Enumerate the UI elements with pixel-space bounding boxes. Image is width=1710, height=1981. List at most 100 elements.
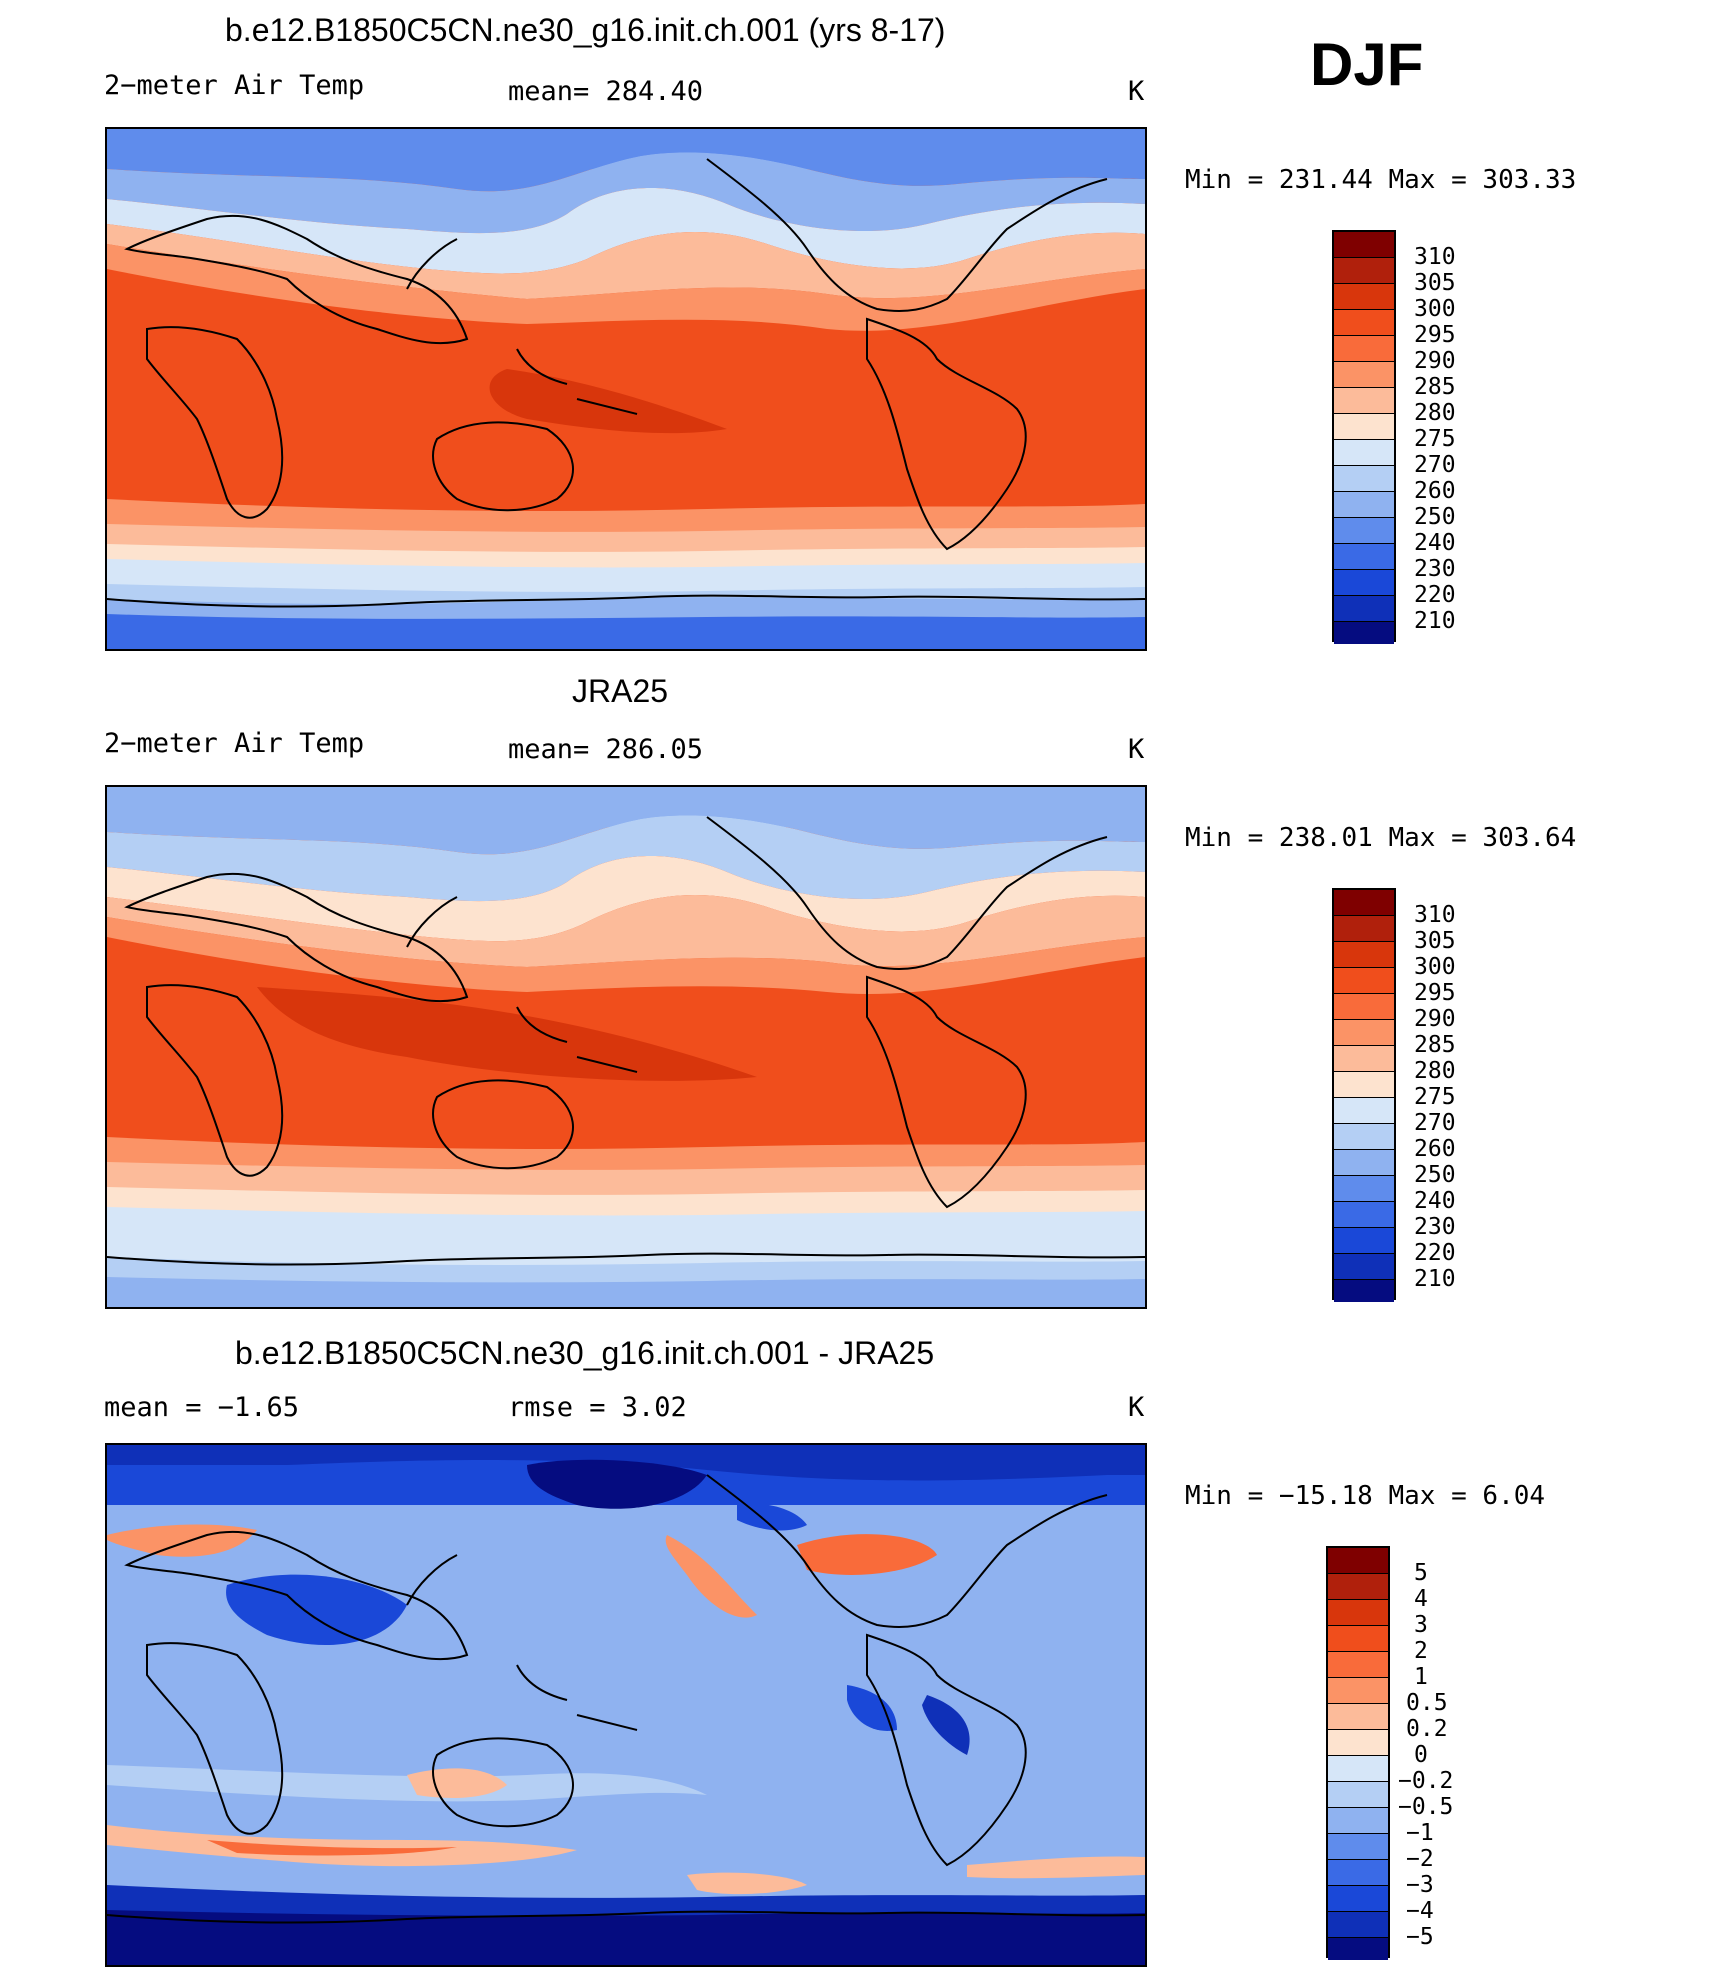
panel3-rmse-label: rmse = 3.02 xyxy=(508,1392,687,1423)
panel2-colorbar-swatch xyxy=(1334,890,1394,916)
panel1-colorbar-swatch xyxy=(1334,622,1394,644)
panel3-colorbar-swatch xyxy=(1328,1626,1388,1652)
panel1-tick-label: 230 xyxy=(1414,556,1456,582)
panel3-tick-label: 2 xyxy=(1414,1638,1428,1664)
panel1-tick-label: 290 xyxy=(1414,348,1456,374)
panel2-tick-label: 250 xyxy=(1414,1162,1456,1188)
panel3-tick-label: −0.5 xyxy=(1398,1794,1454,1820)
panel2-minmax: Min = 238.01 Max = 303.64 xyxy=(1185,823,1577,853)
panel2-tick-label: 270 xyxy=(1414,1110,1456,1136)
panel3-map xyxy=(105,1443,1147,1967)
panel1-tick-label: 275 xyxy=(1414,426,1456,452)
panel3-tick-label: −0.2 xyxy=(1398,1768,1454,1794)
panel2-tick-label: 240 xyxy=(1414,1188,1456,1214)
panel1-tick-label: 210 xyxy=(1414,608,1456,634)
panel3-colorbar-swatch xyxy=(1328,1912,1388,1938)
panel3-colorbar-swatch xyxy=(1328,1782,1388,1808)
panel2-colorbar xyxy=(1332,888,1396,1302)
panel1-tick-label: 285 xyxy=(1414,374,1456,400)
panel3-colorbar-swatch xyxy=(1328,1756,1388,1782)
panel1-tick-label: 270 xyxy=(1414,452,1456,478)
panel3-colorbar-swatch xyxy=(1328,1600,1388,1626)
panel2-colorbar-swatch xyxy=(1334,1202,1394,1228)
panel3-colorbar-swatch xyxy=(1328,1678,1388,1704)
panel3-tick-label: −3 xyxy=(1406,1872,1434,1898)
panel2-tick-label: 285 xyxy=(1414,1032,1456,1058)
panel2-tick-label: 310 xyxy=(1414,902,1456,928)
panel1-colorbar xyxy=(1332,230,1396,644)
panel1-tick-label: 300 xyxy=(1414,296,1456,322)
panel2-colorbar-swatch xyxy=(1334,1072,1394,1098)
panel3-minmax: Min = −15.18 Max = 6.04 xyxy=(1185,1481,1546,1511)
panel1-colorbar-swatch xyxy=(1334,362,1394,388)
panel2-tick-label: 210 xyxy=(1414,1266,1456,1292)
panel1-title: b.e12.B1850C5CN.ne30_g16.init.ch.001 (yr… xyxy=(225,12,946,48)
panel2-tick-label: 275 xyxy=(1414,1084,1456,1110)
panel1-colorbar-swatch xyxy=(1334,466,1394,492)
panel3-colorbar-swatch xyxy=(1328,1860,1388,1886)
panel1-colorbar-swatch xyxy=(1334,492,1394,518)
panel1-colorbar-swatch xyxy=(1334,596,1394,622)
panel2-colorbar-swatch xyxy=(1334,1150,1394,1176)
panel3-colorbar-swatch xyxy=(1328,1704,1388,1730)
panel1-tick-label: 305 xyxy=(1414,270,1456,296)
panel1-minmax: Min = 231.44 Max = 303.33 xyxy=(1185,165,1577,195)
panel3-tick-label: 4 xyxy=(1414,1586,1428,1612)
panel3-tick-label: 0.2 xyxy=(1406,1716,1448,1742)
panel3-tick-label: 0 xyxy=(1414,1742,1428,1768)
panel3-colorbar-swatch xyxy=(1328,1574,1388,1600)
panel3-colorbar-swatch xyxy=(1328,1834,1388,1860)
panel2-colorbar-swatch xyxy=(1334,1280,1394,1302)
panel3-tick-label: 5 xyxy=(1414,1560,1428,1586)
panel1-tick-label: 220 xyxy=(1414,582,1456,608)
panel3-colorbar-swatch xyxy=(1328,1886,1388,1912)
panel1-colorbar-swatch xyxy=(1334,414,1394,440)
panel2-tick-label: 260 xyxy=(1414,1136,1456,1162)
panel2-title: JRA25 xyxy=(572,673,669,709)
panel1-colorbar-swatch xyxy=(1334,232,1394,258)
panel1-colorbar-swatch xyxy=(1334,570,1394,596)
panel3-tick-label: 0.5 xyxy=(1406,1690,1448,1716)
panel3-tick-label: −5 xyxy=(1406,1924,1434,1950)
panel2-tick-label: 230 xyxy=(1414,1214,1456,1240)
panel2-colorbar-swatch xyxy=(1334,916,1394,942)
panel2-colorbar-swatch xyxy=(1334,1176,1394,1202)
panel2-tick-label: 295 xyxy=(1414,980,1456,1006)
panel1-colorbar-swatch xyxy=(1334,518,1394,544)
panel3-title: b.e12.B1850C5CN.ne30_g16.init.ch.001 - J… xyxy=(235,1335,935,1371)
panel1-tick-label: 250 xyxy=(1414,504,1456,530)
panel2-colorbar-swatch xyxy=(1334,942,1394,968)
panel2-colorbar-swatch xyxy=(1334,1046,1394,1072)
panel3-units-label: K xyxy=(1128,1392,1145,1423)
panel1-units-label: K xyxy=(1128,76,1145,107)
panel2-colorbar-swatch xyxy=(1334,1020,1394,1046)
panel2-colorbar-swatch xyxy=(1334,994,1394,1020)
panel1-mean-label: mean= 284.40 xyxy=(508,76,704,107)
panel3-map-svg xyxy=(107,1445,1145,1965)
panel2-colorbar-swatch xyxy=(1334,1254,1394,1280)
panel2-units-label: K xyxy=(1128,734,1145,765)
panel3-tick-label: −1 xyxy=(1406,1820,1434,1846)
panel3-tick-label: −4 xyxy=(1406,1898,1434,1924)
panel3-colorbar-swatch xyxy=(1328,1808,1388,1834)
panel3-tick-label: 1 xyxy=(1414,1664,1428,1690)
panel2-variable-label: 2−meter Air Temp xyxy=(104,728,365,759)
panel2-map-svg xyxy=(107,787,1145,1307)
panel2-colorbar-swatch xyxy=(1334,1228,1394,1254)
panel1-map xyxy=(105,127,1147,651)
panel1-tick-label: 260 xyxy=(1414,478,1456,504)
panel1-variable-label: 2−meter Air Temp xyxy=(104,70,365,101)
panel1-tick-label: 295 xyxy=(1414,322,1456,348)
panel1-colorbar-swatch xyxy=(1334,440,1394,466)
panel3-tick-label: −2 xyxy=(1406,1846,1434,1872)
panel3-colorbar-swatch xyxy=(1328,1938,1388,1960)
panel3-colorbar-swatch xyxy=(1328,1730,1388,1756)
panel2-colorbar-swatch xyxy=(1334,1124,1394,1150)
panel2-colorbar-swatch xyxy=(1334,968,1394,994)
season-label: DJF xyxy=(1310,31,1424,98)
panel1-colorbar-swatch xyxy=(1334,388,1394,414)
panel2-tick-label: 290 xyxy=(1414,1006,1456,1032)
panel2-colorbar-swatch xyxy=(1334,1098,1394,1124)
panel2-tick-label: 305 xyxy=(1414,928,1456,954)
panel3-tick-label: 3 xyxy=(1414,1612,1428,1638)
